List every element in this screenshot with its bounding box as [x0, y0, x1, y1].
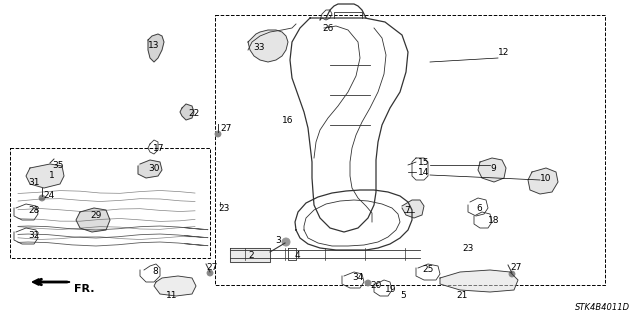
Text: 25: 25 — [422, 266, 433, 275]
Polygon shape — [230, 248, 270, 262]
Polygon shape — [148, 34, 164, 62]
Text: 2: 2 — [248, 251, 253, 260]
Text: 28: 28 — [28, 205, 40, 214]
Text: 22: 22 — [188, 108, 199, 117]
Text: 27: 27 — [206, 262, 218, 271]
Text: 15: 15 — [418, 157, 429, 166]
Bar — [10, 148, 210, 258]
Polygon shape — [76, 208, 110, 232]
Polygon shape — [478, 158, 506, 182]
Text: 9: 9 — [490, 164, 496, 172]
Text: 35: 35 — [52, 161, 63, 170]
Text: 13: 13 — [148, 41, 159, 50]
Text: 24: 24 — [44, 190, 55, 199]
Text: 31: 31 — [28, 178, 40, 187]
Text: 16: 16 — [282, 116, 294, 124]
Polygon shape — [26, 164, 64, 188]
Text: 4: 4 — [295, 251, 301, 260]
Text: 19: 19 — [385, 285, 397, 294]
Text: 14: 14 — [418, 167, 429, 177]
Text: 6: 6 — [476, 204, 482, 212]
Polygon shape — [528, 168, 558, 194]
Polygon shape — [154, 276, 196, 296]
Polygon shape — [402, 200, 424, 218]
Circle shape — [509, 271, 515, 277]
Circle shape — [207, 270, 213, 276]
Text: 5: 5 — [400, 291, 406, 300]
Text: 26: 26 — [322, 23, 333, 33]
Text: 27: 27 — [220, 124, 232, 132]
Text: 27: 27 — [510, 263, 522, 273]
Polygon shape — [180, 104, 194, 120]
Text: 12: 12 — [498, 47, 509, 57]
Circle shape — [282, 238, 290, 246]
Text: 11: 11 — [166, 291, 178, 300]
Text: 21: 21 — [456, 291, 467, 300]
Text: 1: 1 — [49, 171, 55, 180]
Text: 17: 17 — [153, 143, 164, 153]
Text: 30: 30 — [148, 164, 159, 172]
Circle shape — [215, 131, 221, 137]
Text: 10: 10 — [540, 173, 552, 182]
Text: 23: 23 — [218, 204, 229, 212]
Text: 18: 18 — [488, 215, 499, 225]
Text: 32: 32 — [28, 230, 40, 239]
Text: 20: 20 — [370, 281, 381, 290]
Text: 29: 29 — [90, 211, 101, 220]
Polygon shape — [248, 30, 288, 62]
Circle shape — [365, 280, 371, 286]
Text: FR.: FR. — [74, 284, 95, 294]
Text: 7: 7 — [404, 205, 410, 214]
Polygon shape — [138, 160, 162, 178]
Text: 33: 33 — [253, 43, 264, 52]
Bar — [215, 15, 605, 285]
Polygon shape — [440, 270, 518, 292]
Text: 8: 8 — [152, 268, 157, 276]
Text: 23: 23 — [462, 244, 474, 252]
Text: 3: 3 — [275, 236, 281, 244]
Text: 34: 34 — [352, 274, 364, 283]
Circle shape — [39, 195, 45, 201]
Text: STK4B4011D: STK4B4011D — [575, 303, 630, 312]
